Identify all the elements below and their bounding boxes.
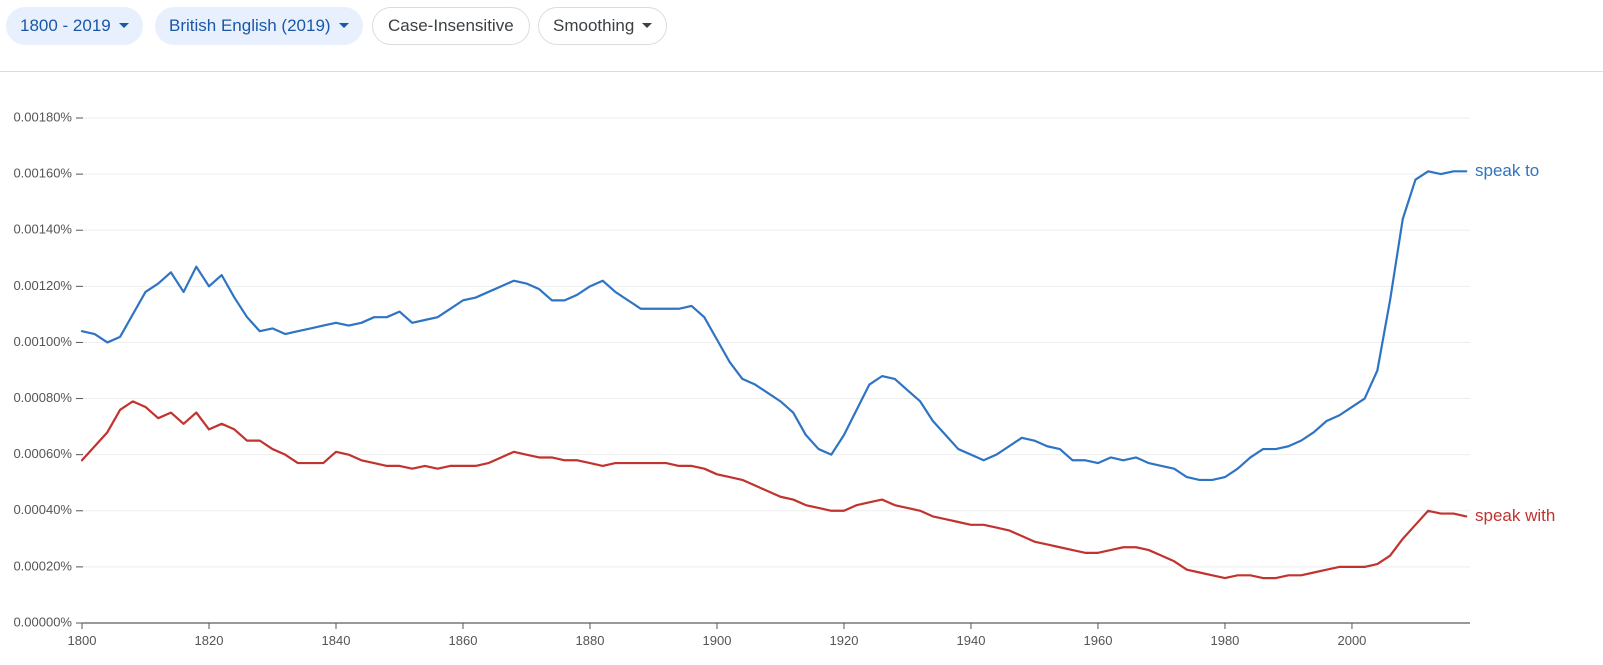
y-tick-label: 0.00160% bbox=[13, 166, 72, 181]
y-tick-label: 0.00120% bbox=[13, 278, 72, 293]
chip-label: British English (2019) bbox=[169, 16, 331, 35]
series-line bbox=[80, 400, 1468, 580]
year-range-chip[interactable]: 1800 - 2019 bbox=[6, 7, 143, 45]
x-tick-label: 1860 bbox=[449, 633, 478, 648]
y-tick-label: 0.00020% bbox=[13, 558, 72, 573]
series-line bbox=[80, 170, 1468, 482]
smoothing-chip[interactable]: Smoothing bbox=[538, 7, 668, 45]
x-tick-label: 1820 bbox=[195, 633, 224, 648]
x-tick-label: 1960 bbox=[1084, 633, 1113, 648]
corpus-chip[interactable]: British English (2019) bbox=[155, 7, 363, 45]
x-tick-label: 2000 bbox=[1337, 633, 1366, 648]
case-chip[interactable]: Case-Insensitive bbox=[372, 7, 530, 45]
toolbar: 1800 - 2019 British English (2019) Case-… bbox=[0, 0, 1603, 72]
y-tick-label: 0.00000% bbox=[13, 614, 72, 629]
chip-label: Case-Insensitive bbox=[388, 16, 514, 35]
y-tick-label: 0.00140% bbox=[13, 222, 72, 237]
chip-label: 1800 - 2019 bbox=[20, 16, 111, 35]
x-tick-label: 1940 bbox=[957, 633, 986, 648]
x-tick-label: 1880 bbox=[576, 633, 605, 648]
series-label: speak to bbox=[1475, 161, 1539, 180]
y-tick-label: 0.00040% bbox=[13, 502, 72, 517]
y-tick-label: 0.00180% bbox=[13, 109, 72, 124]
x-tick-label: 1980 bbox=[1210, 633, 1239, 648]
x-tick-label: 1800 bbox=[68, 633, 97, 648]
y-tick-label: 0.00060% bbox=[13, 446, 72, 461]
y-tick-label: 0.00100% bbox=[13, 334, 72, 349]
chip-label: Smoothing bbox=[553, 16, 635, 35]
caret bbox=[118, 23, 129, 28]
series-label: speak with bbox=[1475, 506, 1555, 525]
caret bbox=[642, 23, 653, 28]
caret bbox=[338, 23, 349, 28]
x-tick-label: 1840 bbox=[322, 633, 351, 648]
x-tick-label: 1920 bbox=[830, 633, 859, 648]
chart: 0.00000% 0.00020% 0.00040% 0.00060% 0.00080%… bbox=[13, 109, 1555, 648]
y-tick-label: 0.00080% bbox=[13, 390, 72, 405]
x-tick-label: 1900 bbox=[703, 633, 732, 648]
